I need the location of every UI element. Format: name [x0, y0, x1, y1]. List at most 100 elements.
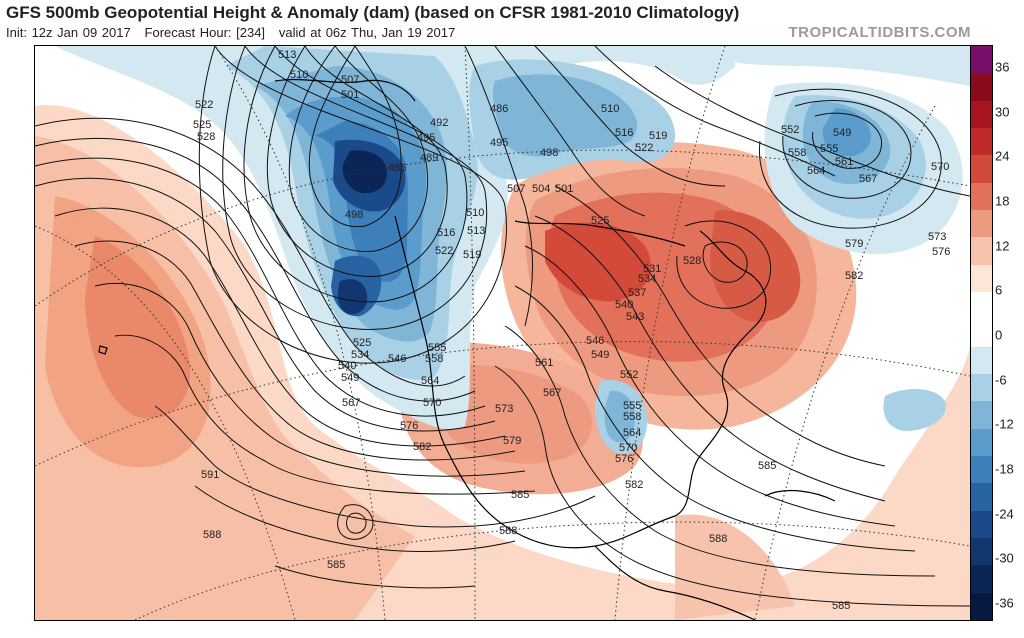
- contour-label: 576: [932, 246, 950, 258]
- contour-label: 564: [623, 427, 641, 439]
- contour-label: 501: [341, 89, 359, 101]
- colorbar-tick-label: 30: [995, 104, 1010, 120]
- contour-label: 552: [781, 124, 799, 136]
- contour-label: 516: [437, 227, 455, 239]
- contour-label: 570: [423, 397, 441, 409]
- contour-label: 561: [835, 156, 853, 168]
- height-contours: [35, 46, 970, 607]
- colorbar-swatch: [971, 73, 992, 102]
- colorbar-swatch: [971, 155, 992, 184]
- map-title: GFS 500mb Geopotential Height & Anomaly …: [6, 3, 740, 22]
- colorbar-tick-label: 24: [995, 148, 1010, 164]
- contour-label: 513: [278, 49, 296, 61]
- contour-label: 519: [649, 130, 667, 142]
- forecast-hour: Forecast Hour: [234]: [144, 25, 266, 40]
- contour-label: 591: [201, 469, 219, 481]
- colorbar-swatch: [971, 510, 992, 539]
- colorbar-swatch: [971, 292, 992, 320]
- contour-label: 564: [807, 165, 825, 177]
- brand-watermark: TROPICALTIDBITS.COM: [788, 24, 971, 41]
- colorbar-tick-label: -30: [995, 550, 1014, 566]
- contour-label: 576: [400, 420, 418, 432]
- colorbar-swatch: [971, 46, 992, 74]
- contour-label: 516: [615, 127, 633, 139]
- colorbar-swatch: [971, 538, 992, 566]
- contour-label: 519: [463, 249, 481, 261]
- contour-label: 492: [430, 117, 448, 129]
- colorbar-swatch: [971, 182, 992, 211]
- contour-label: 510: [290, 69, 308, 81]
- contour-label: 540: [615, 299, 633, 311]
- contour-label: 498: [345, 209, 363, 221]
- contour-label: 525: [591, 215, 609, 227]
- negative-anomaly-fill: [35, 46, 970, 455]
- contour-label: 585: [832, 600, 850, 612]
- contour-label: 567: [342, 397, 360, 409]
- colorbar-swatch: [971, 565, 992, 594]
- contour-label: 528: [197, 131, 215, 143]
- contour-label: 555: [428, 342, 446, 354]
- colorbar-swatch: [971, 128, 992, 156]
- valid-time: valid at 06z Thu, Jan 19 2017: [278, 25, 456, 40]
- anomaly-colorbar: [970, 45, 993, 621]
- positive-anomaly-fill: [35, 105, 970, 620]
- contour-label: 522: [635, 142, 653, 154]
- contour-label: 555: [820, 143, 838, 155]
- colorbar-swatch: [971, 319, 992, 348]
- colorbar-tick-label: 0: [995, 327, 1003, 343]
- contour-label: 522: [435, 245, 453, 257]
- contour-label: 555: [623, 400, 641, 412]
- colorbar-swatch: [971, 401, 992, 430]
- contour-label: 540: [338, 360, 356, 372]
- contour-label: 522: [195, 99, 213, 111]
- contour-label: 582: [845, 270, 863, 282]
- contour-label: 579: [845, 238, 863, 250]
- contour-label: 558: [425, 353, 443, 365]
- contour-label: 558: [623, 411, 641, 423]
- contour-label: 507: [507, 183, 525, 195]
- contour-label: 546: [586, 335, 604, 347]
- contour-label: 567: [543, 387, 561, 399]
- contour-label: 573: [928, 231, 946, 243]
- contour-label: 525: [353, 337, 371, 349]
- contour-labels: 591 588 585 513 510 507 501 495 492 489 …: [193, 49, 950, 612]
- contour-label: 585: [511, 489, 529, 501]
- contour-label: 528: [683, 255, 701, 267]
- contour-label: 588: [499, 525, 517, 537]
- contour-label: 564: [421, 375, 439, 387]
- contour-label: 567: [859, 173, 877, 185]
- contour-label: 558: [788, 147, 806, 159]
- colorbar-tick-label: 36: [995, 59, 1010, 75]
- contour-label: 510: [466, 207, 484, 219]
- colorbar-swatch: [971, 483, 992, 512]
- colorbar-swatch: [971, 264, 992, 293]
- colorbar-swatch: [971, 210, 992, 238]
- colorbar-swatch: [971, 456, 992, 484]
- contour-label: 549: [833, 127, 851, 139]
- contour-label: 486: [388, 162, 406, 174]
- contour-label: 501: [555, 183, 573, 195]
- colorbar-tick-label: -36: [995, 595, 1014, 611]
- contour-label: 498: [540, 147, 558, 159]
- contour-label: 582: [413, 441, 431, 453]
- latlon-grid: [35, 46, 970, 620]
- contour-label: 576: [615, 453, 633, 465]
- contour-label: 546: [388, 353, 406, 365]
- contour-label: 549: [341, 372, 359, 384]
- contour-label: 585: [758, 460, 776, 472]
- map-canvas: 591 588 585 513 510 507 501 495 492 489 …: [35, 46, 970, 620]
- contour-label: 513: [467, 225, 485, 237]
- colorbar-swatch: [971, 428, 992, 457]
- colorbar-tick-label: 18: [995, 193, 1010, 209]
- colorbar-tick-label: -12: [995, 416, 1014, 432]
- contour-label: 531: [643, 263, 661, 275]
- contour-label: 507: [341, 74, 359, 86]
- colorbar-tick-label: -18: [995, 461, 1014, 477]
- colorbar-swatch: [971, 374, 992, 402]
- colorbar-tick-label: 12: [995, 238, 1010, 254]
- colorbar-tick-label: -24: [995, 506, 1014, 522]
- contour-label: 534: [638, 273, 656, 285]
- colorbar-swatch: [971, 237, 992, 266]
- contour-label: 504: [532, 183, 550, 195]
- contour-label: 534: [351, 349, 369, 361]
